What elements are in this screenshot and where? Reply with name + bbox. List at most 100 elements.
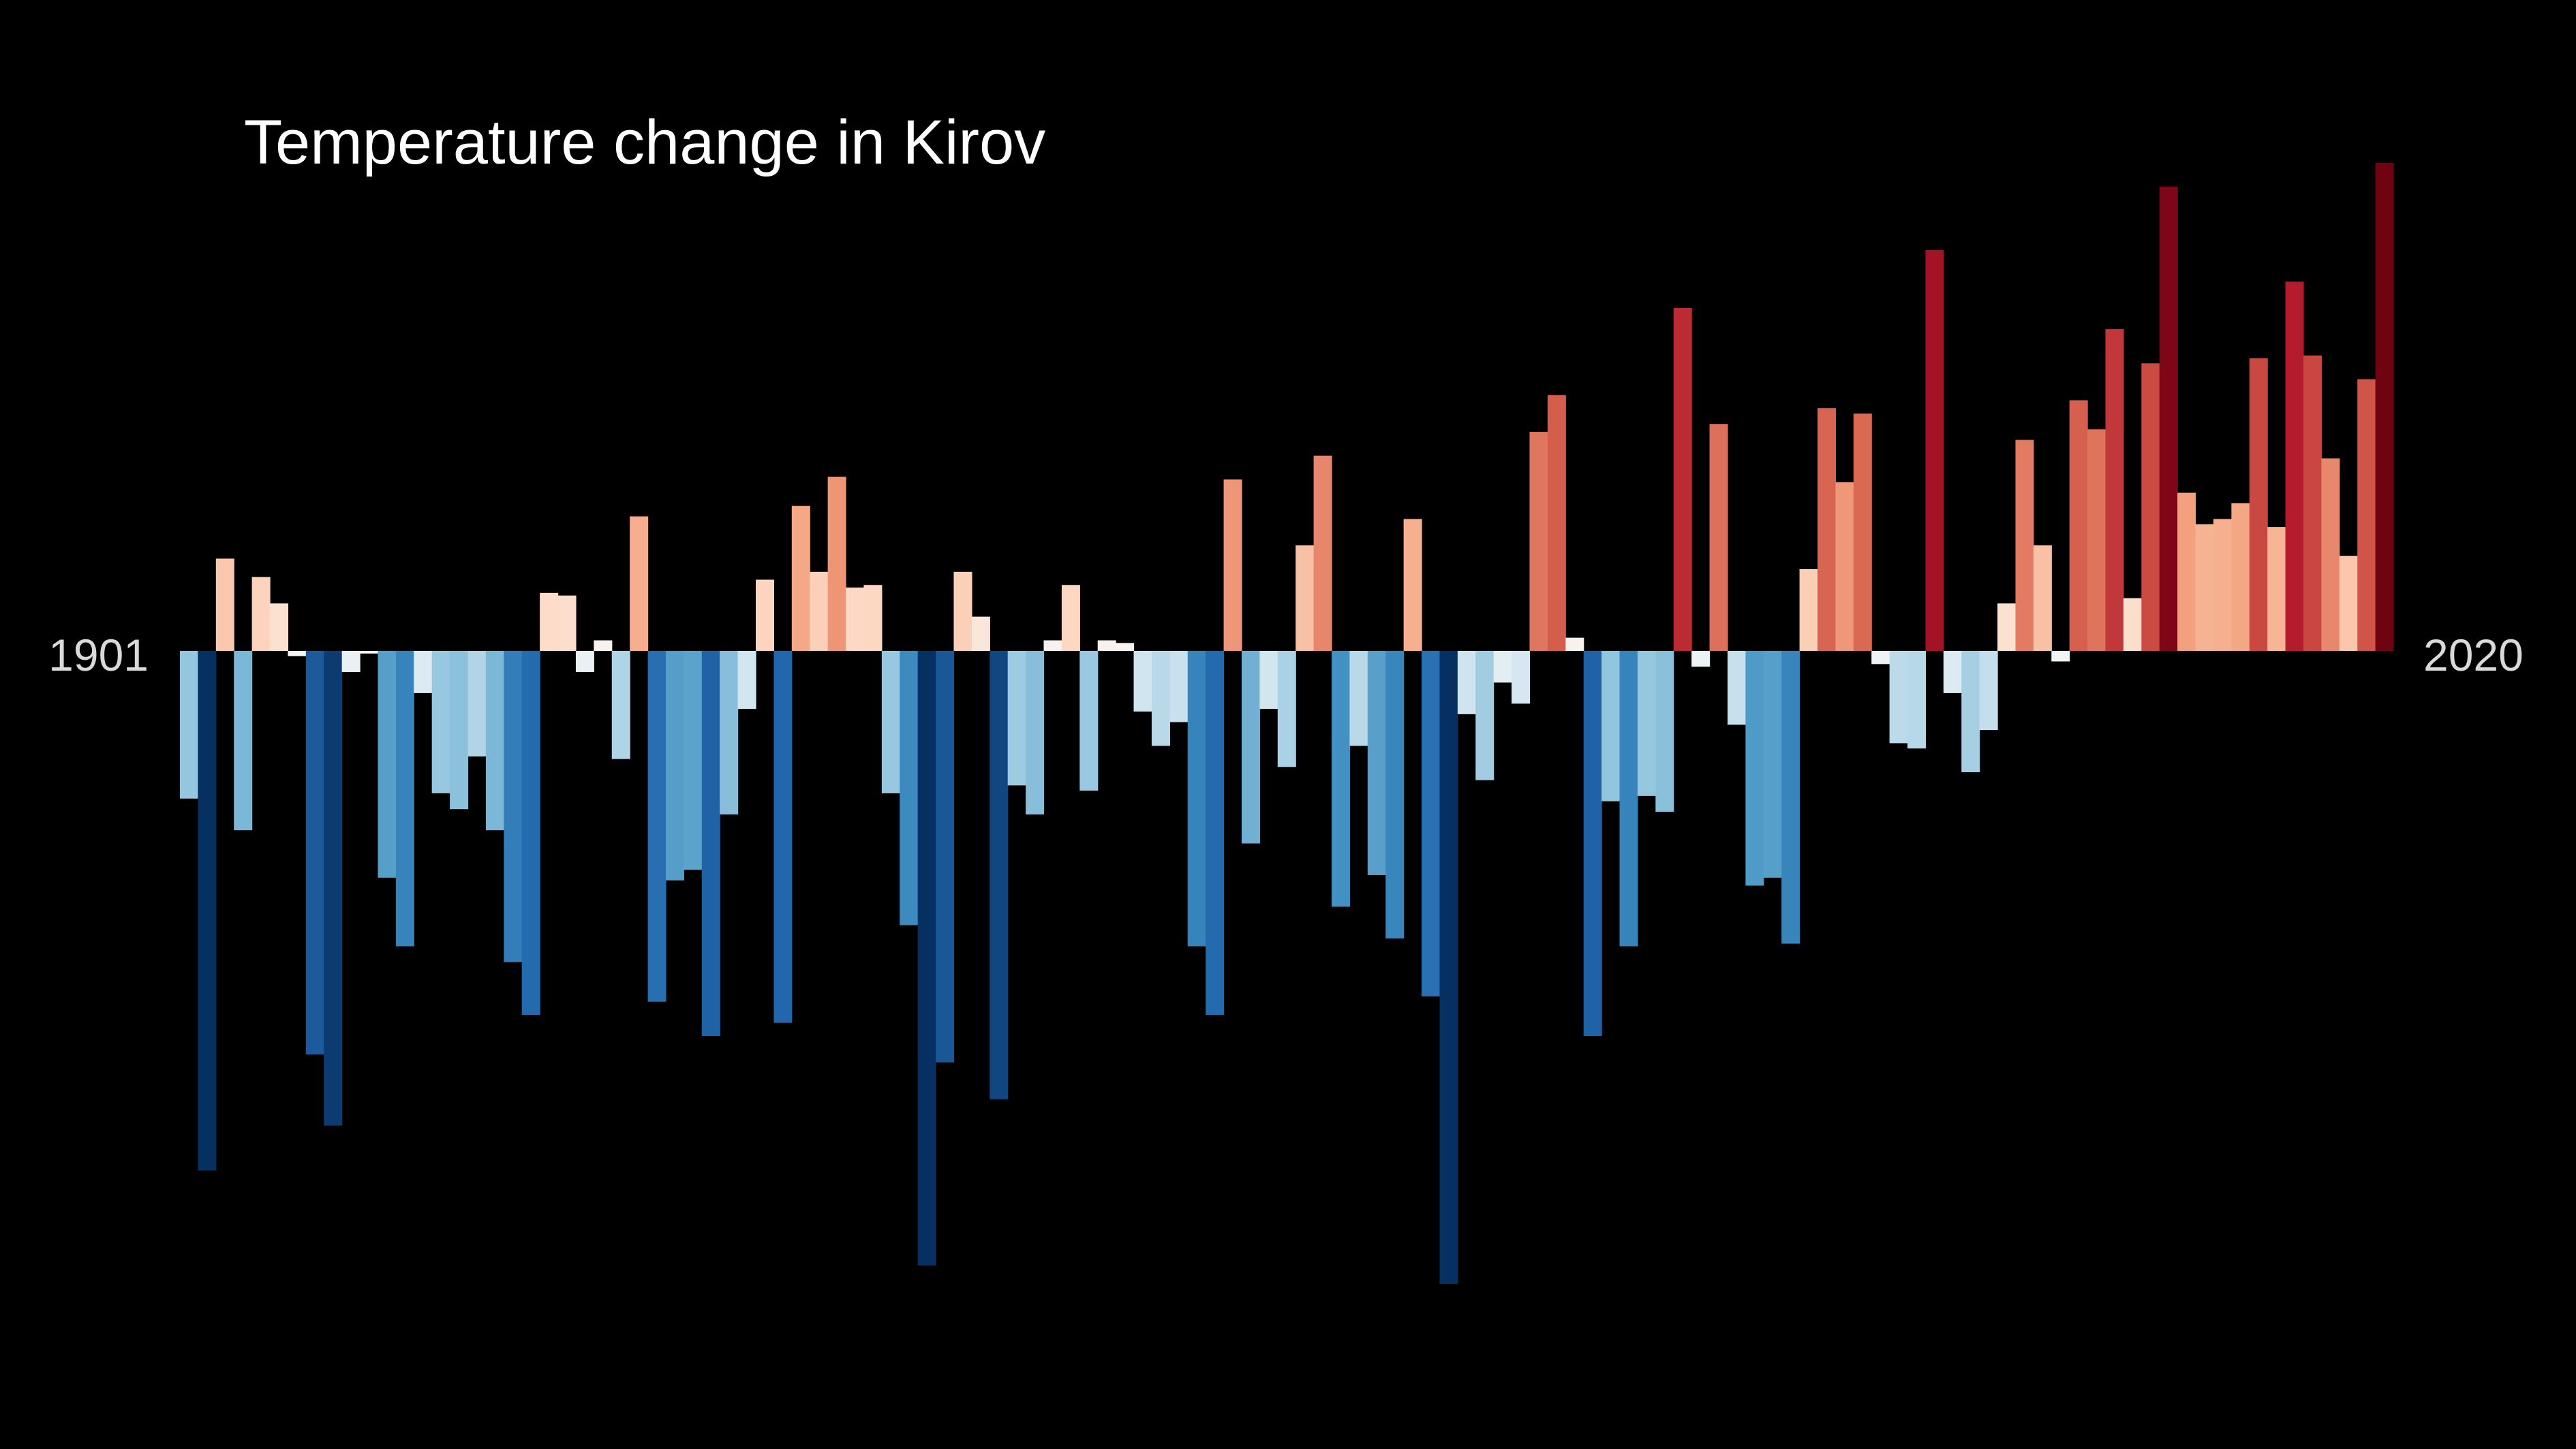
- bar-1931: [720, 651, 739, 814]
- bar-2012: [2177, 492, 2196, 651]
- bar-1922: [557, 595, 577, 651]
- bar-1987: [1727, 651, 1746, 725]
- bar-2002: [1997, 603, 2017, 651]
- bar-2009: [2123, 598, 2142, 651]
- bar-1905: [251, 577, 271, 651]
- bar-1996: [1889, 651, 1908, 744]
- bar-2016: [2249, 358, 2268, 651]
- bar-1967: [1367, 651, 1386, 875]
- bar-1976: [1529, 431, 1548, 651]
- bar-1942: [917, 651, 936, 1266]
- bar-1950: [1061, 585, 1080, 651]
- bar-1919: [504, 651, 523, 962]
- bar-2023: [2375, 163, 2394, 652]
- bar-1964: [1313, 455, 1332, 651]
- bar-1951: [1079, 651, 1099, 791]
- bar-1945: [971, 616, 990, 651]
- bar-2008: [2105, 329, 2124, 651]
- bar-1981: [1619, 651, 1638, 947]
- bar-2000: [1961, 651, 1980, 773]
- bar-1963: [1295, 545, 1315, 651]
- bar-1906: [270, 603, 289, 651]
- bar-2013: [2195, 524, 2214, 651]
- bar-1921: [540, 592, 559, 651]
- bar-1902: [198, 651, 217, 1171]
- bar-1965: [1332, 651, 1351, 907]
- bar-1977: [1547, 395, 1566, 651]
- bar-1974: [1493, 651, 1512, 683]
- bar-1928: [665, 651, 684, 881]
- bar-1937: [827, 476, 846, 651]
- chart-title: Temperature change in Kirov: [244, 108, 1045, 177]
- bar-1957: [1187, 651, 1206, 947]
- bar-1970: [1422, 651, 1441, 996]
- bar-1915: [431, 651, 450, 793]
- start-year-label: 1901: [48, 630, 149, 680]
- bar-1998: [1925, 249, 1944, 651]
- bar-1985: [1691, 651, 1711, 667]
- bar-1971: [1439, 651, 1458, 1284]
- bar-1982: [1637, 651, 1656, 796]
- bar-1969: [1403, 519, 1422, 651]
- bar-1938: [846, 588, 865, 651]
- bar-2011: [2159, 186, 2178, 651]
- bar-2019: [2303, 355, 2322, 651]
- bar-1990: [1781, 651, 1800, 944]
- bar-1979: [1583, 651, 1602, 1037]
- bar-2007: [2087, 429, 2106, 651]
- bar-1997: [1907, 651, 1927, 749]
- bar-1940: [881, 651, 900, 793]
- bar-2005: [2051, 651, 2070, 662]
- bar-1975: [1512, 651, 1531, 704]
- bar-1947: [1007, 651, 1026, 786]
- bar-1917: [467, 651, 487, 757]
- bar-1949: [1043, 640, 1062, 651]
- bar-1968: [1385, 651, 1405, 939]
- bar-1943: [936, 651, 955, 1063]
- bar-1988: [1745, 651, 1764, 886]
- bar-1930: [701, 651, 720, 1037]
- bar-1954: [1133, 651, 1152, 712]
- bar-1989: [1763, 651, 1782, 878]
- bar-1966: [1349, 651, 1368, 746]
- bar-1983: [1655, 651, 1674, 812]
- bar-1935: [791, 506, 810, 651]
- bar-2018: [2285, 281, 2304, 651]
- bar-1908: [305, 651, 324, 1055]
- bar-1992: [1817, 408, 1836, 651]
- bar-1903: [215, 558, 234, 651]
- bar-1914: [414, 651, 433, 693]
- bar-1958: [1206, 651, 1225, 1016]
- bar-1925: [611, 651, 630, 759]
- bar-1936: [810, 571, 829, 651]
- bar-1926: [630, 516, 649, 651]
- bar-1927: [647, 651, 666, 1002]
- bar-1948: [1026, 651, 1045, 814]
- bar-2015: [2231, 503, 2250, 651]
- bar-1994: [1853, 413, 1872, 651]
- end-year-label: 2020: [2423, 630, 2524, 680]
- bar-1920: [521, 651, 540, 1016]
- bar-1934: [773, 651, 793, 1023]
- bar-1961: [1259, 651, 1278, 710]
- bar-1993: [1835, 482, 1854, 651]
- bar-1933: [756, 579, 775, 651]
- bar-2003: [2015, 440, 2034, 651]
- bar-1904: [234, 651, 253, 831]
- bar-1944: [953, 571, 972, 651]
- bar-1960: [1241, 651, 1260, 844]
- bar-1959: [1223, 479, 1242, 651]
- bar-2017: [2267, 527, 2286, 651]
- bar-1956: [1169, 651, 1189, 722]
- bar-1939: [863, 585, 883, 651]
- bar-1986: [1709, 424, 1728, 651]
- bar-2004: [2033, 545, 2052, 651]
- bar-series: [180, 163, 2394, 1284]
- bar-1923: [575, 651, 594, 672]
- bar-1912: [378, 651, 397, 878]
- bar-2010: [2141, 363, 2160, 651]
- bar-1955: [1151, 651, 1170, 746]
- bar-1980: [1601, 651, 1621, 802]
- bar-1901: [180, 651, 199, 799]
